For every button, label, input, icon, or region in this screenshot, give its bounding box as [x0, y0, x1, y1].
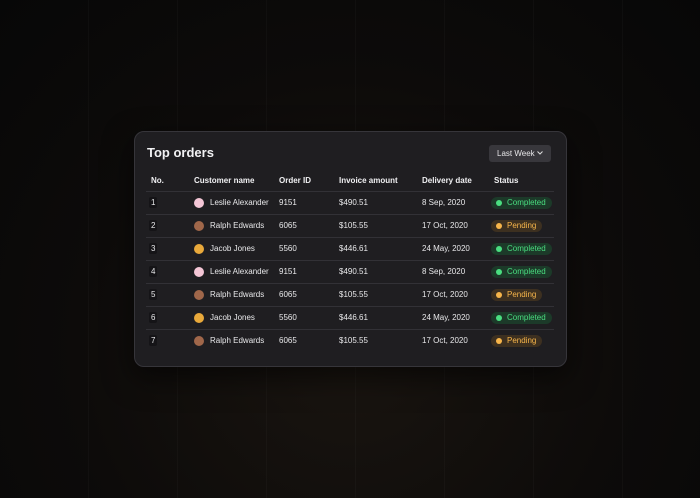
status-pill: Pending [491, 289, 543, 301]
avatar [194, 244, 204, 254]
orders-card: Top orders Last Week No. Customer name Ord… [134, 131, 567, 367]
delivery-date: 24 May, 2020 [422, 244, 470, 253]
row-number-bg [149, 312, 157, 323]
row-number-bg [149, 266, 157, 277]
order-id: 9151 [279, 267, 297, 276]
button-label: Last Week [497, 149, 535, 158]
column-header: Invoice amount [339, 176, 398, 185]
column-header: Order ID [279, 176, 312, 185]
customer-name: Leslie Alexander [210, 198, 269, 207]
row-number: 6 [151, 313, 156, 322]
card-title: Top orders [147, 145, 214, 160]
delivery-date: 17 Oct, 2020 [422, 336, 468, 345]
invoice-amount: $105.55 [339, 221, 368, 230]
invoice-amount: $105.55 [339, 336, 368, 345]
customer-name: Jacob Jones [210, 244, 255, 253]
delivery-date: 8 Sep, 2020 [422, 198, 466, 207]
avatar [194, 336, 204, 346]
status-text: Completed [507, 198, 546, 207]
row-number: 4 [151, 267, 156, 276]
status-dot [496, 269, 502, 275]
row-number: 7 [151, 336, 156, 345]
delivery-date: 17 Oct, 2020 [422, 290, 468, 299]
column-header: No. [151, 176, 164, 185]
row-number-bg [149, 243, 157, 254]
status-pill: Completed [491, 312, 552, 324]
invoice-amount: $446.61 [339, 313, 368, 322]
row-number-bg [149, 220, 157, 231]
row-number: 2 [151, 221, 156, 230]
delivery-date: 17 Oct, 2020 [422, 221, 468, 230]
status-pill: Completed [491, 197, 552, 209]
chevron [537, 151, 543, 155]
row-separator [146, 237, 554, 238]
order-id: 9151 [279, 198, 297, 207]
row-number-bg [149, 289, 157, 300]
customer-name: Leslie Alexander [210, 267, 269, 276]
customer-name: Jacob Jones [210, 313, 255, 322]
invoice-amount: $490.51 [339, 267, 368, 276]
delivery-date: 8 Sep, 2020 [422, 267, 466, 276]
status-pill: Pending [491, 335, 543, 347]
status-text: Completed [507, 244, 546, 253]
row-number: 3 [151, 244, 156, 253]
order-id: 6065 [279, 221, 297, 230]
status-dot [496, 315, 502, 321]
invoice-amount: $105.55 [339, 290, 368, 299]
order-id: 6065 [279, 336, 297, 345]
status-text: Pending [507, 336, 537, 345]
status-text: Completed [507, 313, 546, 322]
status-pill: Completed [491, 266, 552, 278]
status-text: Completed [507, 267, 546, 276]
avatar [194, 290, 204, 300]
status-dot [496, 200, 502, 206]
row-separator [146, 191, 554, 192]
order-id: 5560 [279, 313, 297, 322]
status-dot [496, 223, 502, 229]
order-id: 6065 [279, 290, 297, 299]
row-number-bg [149, 197, 157, 208]
invoice-amount: $490.51 [339, 198, 368, 207]
row-number-bg [149, 335, 157, 346]
status-dot [496, 246, 502, 252]
avatar [194, 267, 204, 277]
customer-name: Ralph Edwards [210, 336, 265, 345]
status-text: Pending [507, 221, 537, 230]
customer-name: Ralph Edwards [210, 221, 265, 230]
column-header: Delivery date [422, 176, 472, 185]
row-separator [146, 329, 554, 330]
row-number: 5 [151, 290, 156, 299]
customer-name: Ralph Edwards [210, 290, 265, 299]
status-dot [496, 338, 502, 344]
avatar [194, 198, 204, 208]
column-header: Customer name [194, 176, 255, 185]
period-button[interactable]: Last Week [489, 145, 551, 162]
delivery-date: 24 May, 2020 [422, 313, 470, 322]
column-header: Status [494, 176, 519, 185]
status-pill: Pending [491, 220, 543, 232]
row-separator [146, 306, 554, 307]
row-number: 1 [151, 198, 156, 207]
status-dot [496, 292, 502, 298]
invoice-amount: $446.61 [339, 244, 368, 253]
row-separator [146, 214, 554, 215]
row-separator [146, 260, 554, 261]
row-separator [146, 283, 554, 284]
order-id: 5560 [279, 244, 297, 253]
avatar [194, 221, 204, 231]
status-pill: Completed [491, 243, 552, 255]
avatar [194, 313, 204, 323]
status-text: Pending [507, 290, 537, 299]
